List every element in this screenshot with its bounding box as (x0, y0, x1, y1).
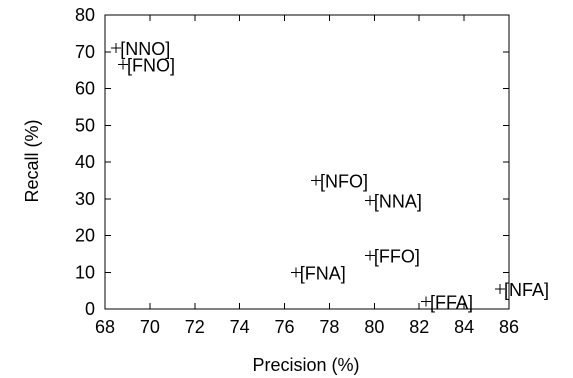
point-label: [FFO] (374, 247, 420, 267)
point-label: [NFA] (504, 280, 549, 300)
x-tick-label: 78 (319, 317, 339, 337)
x-tick-label: 70 (140, 317, 160, 337)
y-tick-label: 10 (75, 262, 95, 282)
x-tick-label: 76 (275, 317, 295, 337)
y-tick-label: 80 (75, 5, 95, 25)
x-tick-label: 82 (409, 317, 429, 337)
x-tick-label: 68 (95, 317, 115, 337)
data-point: [FNO] (117, 56, 175, 76)
data-points: [NNO][FNO] [NFO] [NNA] [FFO] [FNA] [NFA] [FFA] (111, 39, 549, 313)
data-point: [FFA] (420, 293, 473, 313)
x-tick-label: 72 (185, 317, 205, 337)
y-tick-label: 70 (75, 42, 95, 62)
data-point: [FFO] (364, 247, 420, 267)
data-point: [NNO] (111, 39, 170, 59)
point-label: [FFA] (430, 293, 473, 313)
y-axis-ticks: 0 10 20 30 40 50 60 70 80 (75, 5, 509, 319)
y-tick-label: 0 (85, 299, 95, 319)
point-label: [NNO] (120, 39, 170, 59)
x-tick-label: 86 (499, 317, 519, 337)
x-tick-label: 80 (364, 317, 384, 337)
y-tick-label: 40 (75, 152, 95, 172)
y-tick-label: 60 (75, 79, 95, 99)
x-tick-label: 84 (454, 317, 474, 337)
point-label: [NNA] (374, 192, 422, 212)
y-tick-label: 30 (75, 189, 95, 209)
point-label: [FNA] (300, 263, 346, 283)
x-axis-label: Precision (%) (252, 355, 359, 375)
y-tick-label: 50 (75, 115, 95, 135)
x-tick-label: 74 (230, 317, 250, 337)
data-point: [FNA] (290, 263, 346, 283)
y-axis-label: Recall (%) (22, 119, 42, 202)
point-label: [FNO] (127, 56, 175, 76)
y-tick-label: 20 (75, 226, 95, 246)
data-point: [NNA] (364, 192, 422, 212)
data-point: [NFO] (310, 171, 368, 191)
x-axis-ticks: 68 70 72 74 76 78 80 82 84 86 (95, 15, 519, 337)
data-point: [NFA] (495, 280, 549, 300)
point-label: [NFO] (320, 171, 368, 191)
